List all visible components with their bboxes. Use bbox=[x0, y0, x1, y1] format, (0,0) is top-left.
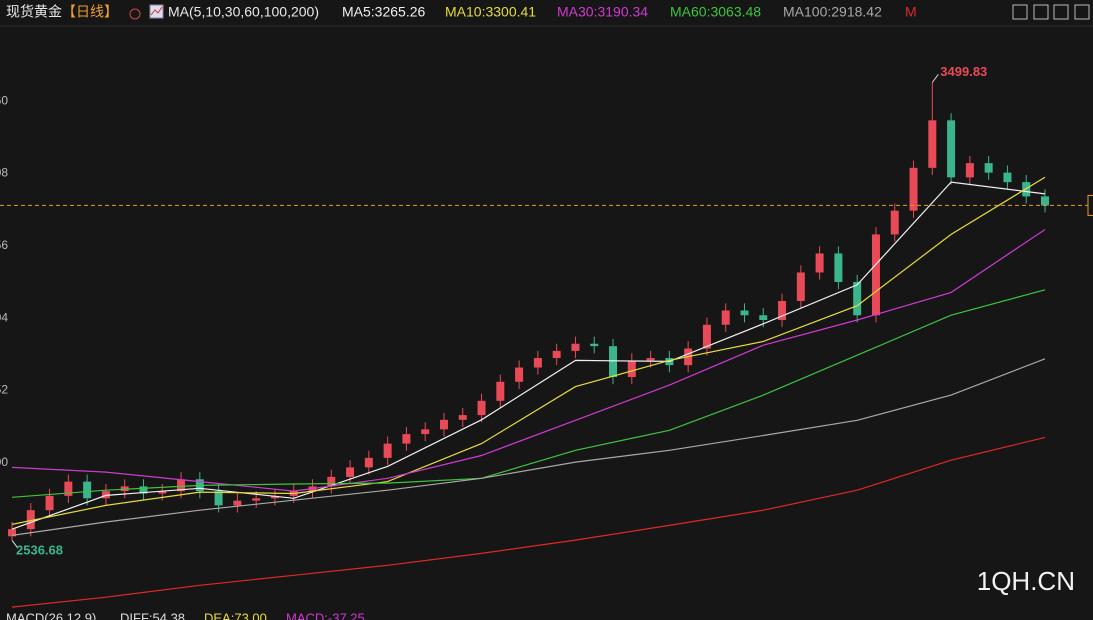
ma-line bbox=[11, 229, 1046, 492]
candle-body bbox=[364, 457, 373, 468]
candle-body bbox=[383, 443, 392, 458]
candle-body bbox=[947, 120, 956, 178]
candle-body bbox=[871, 234, 880, 316]
last-price-marker bbox=[1087, 194, 1093, 216]
candle-body bbox=[346, 467, 355, 477]
y-tick-label: 3156 bbox=[0, 238, 8, 252]
candle-body bbox=[759, 315, 768, 320]
candle-body bbox=[571, 343, 580, 351]
candle-body bbox=[1041, 196, 1049, 206]
candle-body bbox=[834, 253, 843, 282]
legend-entry: MA30:3190.34 bbox=[557, 4, 648, 20]
indicator-icon-line bbox=[150, 6, 163, 16]
y-tick-label: 2852 bbox=[0, 383, 8, 397]
icon[interactable] bbox=[1033, 4, 1049, 20]
macd-legend: DIFF:54.38 bbox=[120, 610, 185, 620]
candle-body bbox=[965, 163, 974, 178]
candle-body bbox=[796, 272, 805, 301]
candle-body bbox=[8, 529, 16, 537]
chart-title: 现货黄金 bbox=[6, 4, 62, 20]
candle-body bbox=[270, 495, 279, 499]
watermark: 1QH.CN bbox=[977, 566, 1075, 596]
y-tick-label: 3460 bbox=[0, 93, 8, 107]
legend-entry: M bbox=[905, 4, 917, 20]
high-pointer bbox=[931, 74, 939, 83]
icon[interactable] bbox=[1074, 4, 1090, 20]
macd-legend: MACD(26,12,9) bbox=[6, 610, 96, 620]
legend-entry: MA100:2918.42 bbox=[783, 4, 882, 20]
candle-body bbox=[515, 367, 524, 382]
indicator[interactable]: MA(5,10,30,60,100,200) bbox=[168, 4, 319, 20]
candle-body bbox=[552, 350, 561, 359]
ma-line bbox=[11, 181, 1046, 530]
window-icons bbox=[1012, 4, 1090, 20]
candle-body bbox=[721, 310, 730, 325]
legend-entry: MA60:3063.48 bbox=[670, 4, 761, 20]
candle-body bbox=[252, 498, 261, 501]
candle-body bbox=[627, 360, 636, 378]
ma-line bbox=[11, 289, 1046, 498]
period[interactable]: 【日线】 bbox=[62, 4, 118, 20]
candle-body bbox=[177, 479, 186, 492]
candle-body bbox=[139, 486, 148, 494]
candle-body bbox=[778, 300, 787, 320]
ma-line bbox=[11, 176, 1046, 525]
candle-body bbox=[214, 491, 223, 506]
candle-body bbox=[928, 120, 937, 168]
y-tick-label: 3004 bbox=[0, 310, 8, 324]
candle-body bbox=[702, 324, 711, 349]
candle-body bbox=[421, 429, 430, 435]
candle-body bbox=[26, 510, 35, 530]
candle-body bbox=[64, 481, 73, 496]
candle-body bbox=[646, 358, 655, 361]
candle-body bbox=[158, 491, 167, 494]
candle-body bbox=[402, 434, 411, 444]
candle-body bbox=[101, 491, 110, 499]
macd-legend: MACD:-37.25 bbox=[286, 610, 365, 620]
high-label: 3499.83 bbox=[940, 64, 987, 79]
candle-body bbox=[477, 400, 486, 416]
candle-body bbox=[909, 167, 918, 211]
y-tick-label: 2700 bbox=[0, 455, 8, 469]
icon[interactable] bbox=[1053, 4, 1069, 20]
candle-body bbox=[439, 419, 448, 430]
candle-body bbox=[609, 346, 618, 378]
icon[interactable] bbox=[1012, 4, 1028, 20]
candle-body bbox=[853, 281, 862, 316]
low-label: 2536.68 bbox=[16, 543, 63, 558]
candle-body bbox=[45, 495, 54, 511]
candle-body bbox=[496, 381, 505, 401]
candle-body bbox=[533, 358, 542, 368]
candle-body bbox=[1003, 172, 1012, 183]
legend-entry: MA10:3300.41 bbox=[445, 4, 536, 20]
candle-body bbox=[740, 310, 749, 316]
candle-body bbox=[83, 481, 92, 499]
y-tick-label: 3308 bbox=[0, 166, 8, 180]
legend-entry: MA5:3265.26 bbox=[342, 4, 425, 20]
candle-body bbox=[590, 343, 599, 347]
candle-body bbox=[984, 163, 993, 173]
candle-body bbox=[890, 210, 899, 235]
low-pointer bbox=[11, 539, 19, 549]
ma-line bbox=[11, 358, 1046, 536]
ma-line bbox=[11, 436, 1046, 608]
add-icon[interactable] bbox=[129, 8, 141, 20]
candle-body bbox=[458, 415, 467, 420]
candle-body bbox=[327, 476, 336, 487]
macd-legend: DEA:73.00 bbox=[204, 610, 267, 620]
candle-body bbox=[815, 253, 824, 273]
candle-body bbox=[233, 500, 242, 506]
